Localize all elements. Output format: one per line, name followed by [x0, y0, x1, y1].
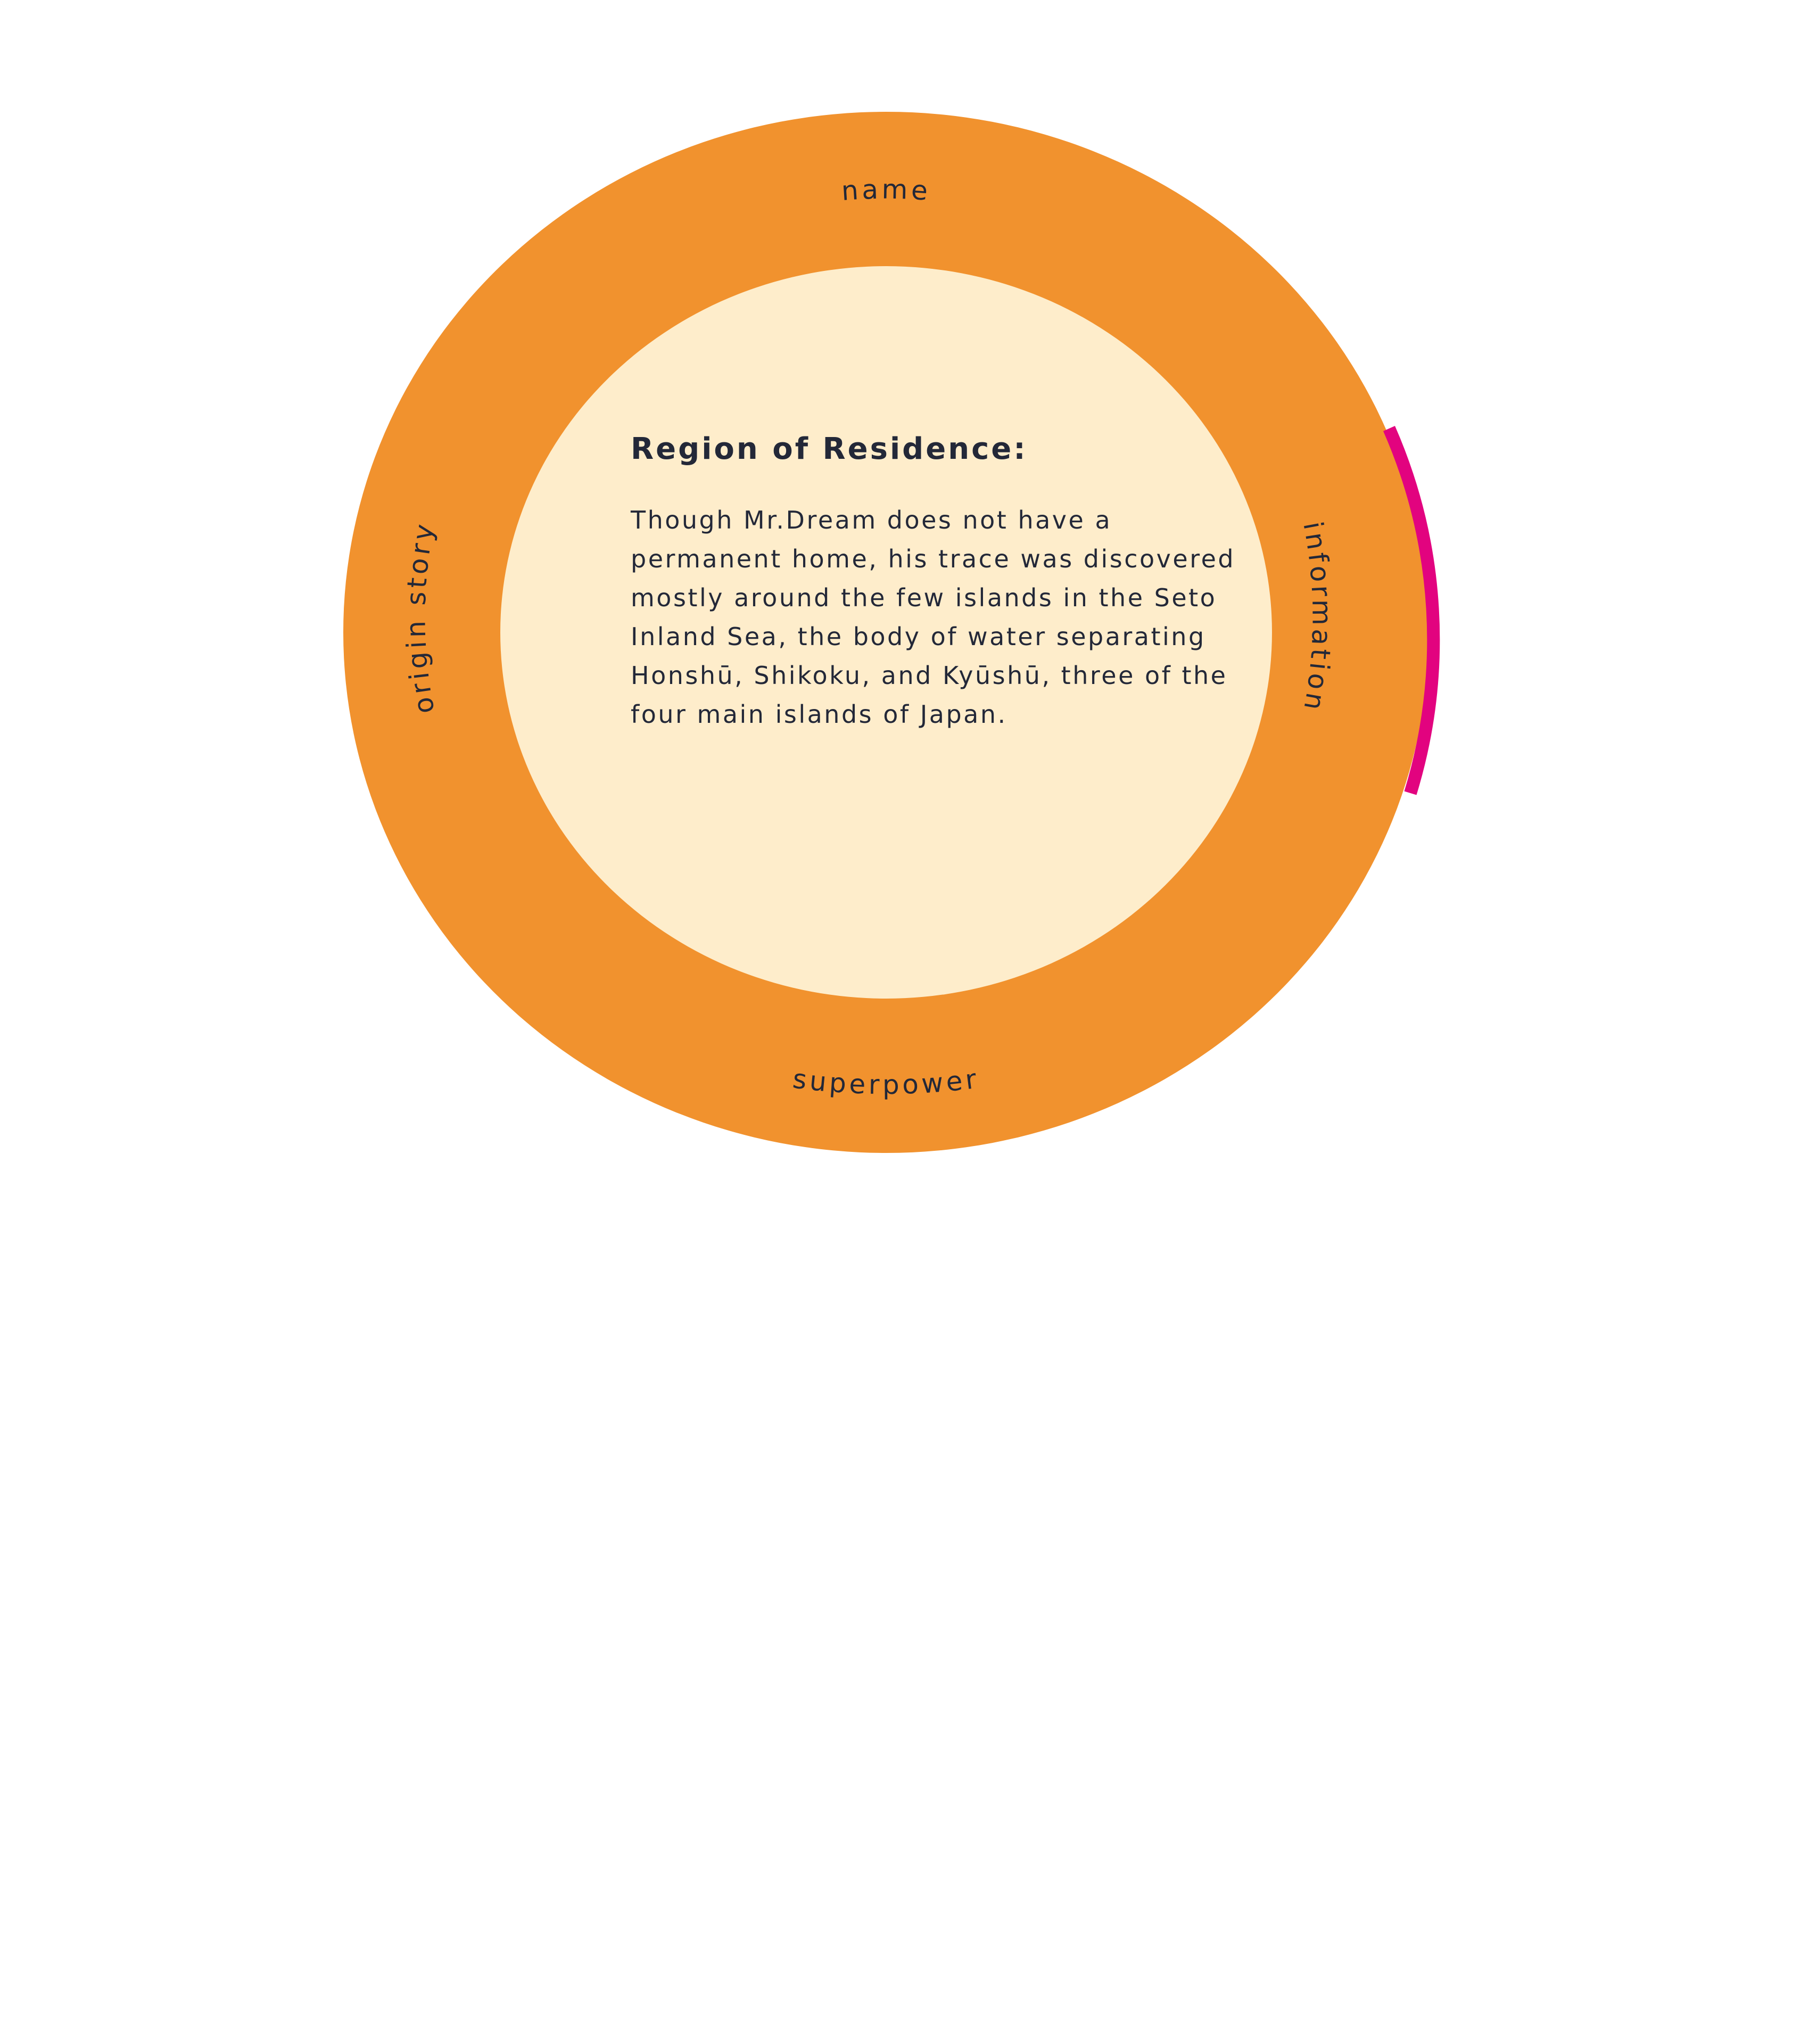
- selected-segment-indicator: [1383, 426, 1440, 795]
- segment-name-label: name: [840, 174, 929, 207]
- info-panel: Region of Residence: Though Mr.Dream doe…: [631, 431, 1269, 734]
- inner-disc: [500, 266, 1272, 999]
- panel-heading: Region of Residence:: [631, 432, 1028, 466]
- svg-text:name: name: [840, 174, 932, 207]
- segment-name[interactable]: name: [840, 174, 932, 207]
- panel-body-text: Though Mr.Dream does not have a permanen…: [631, 506, 1236, 729]
